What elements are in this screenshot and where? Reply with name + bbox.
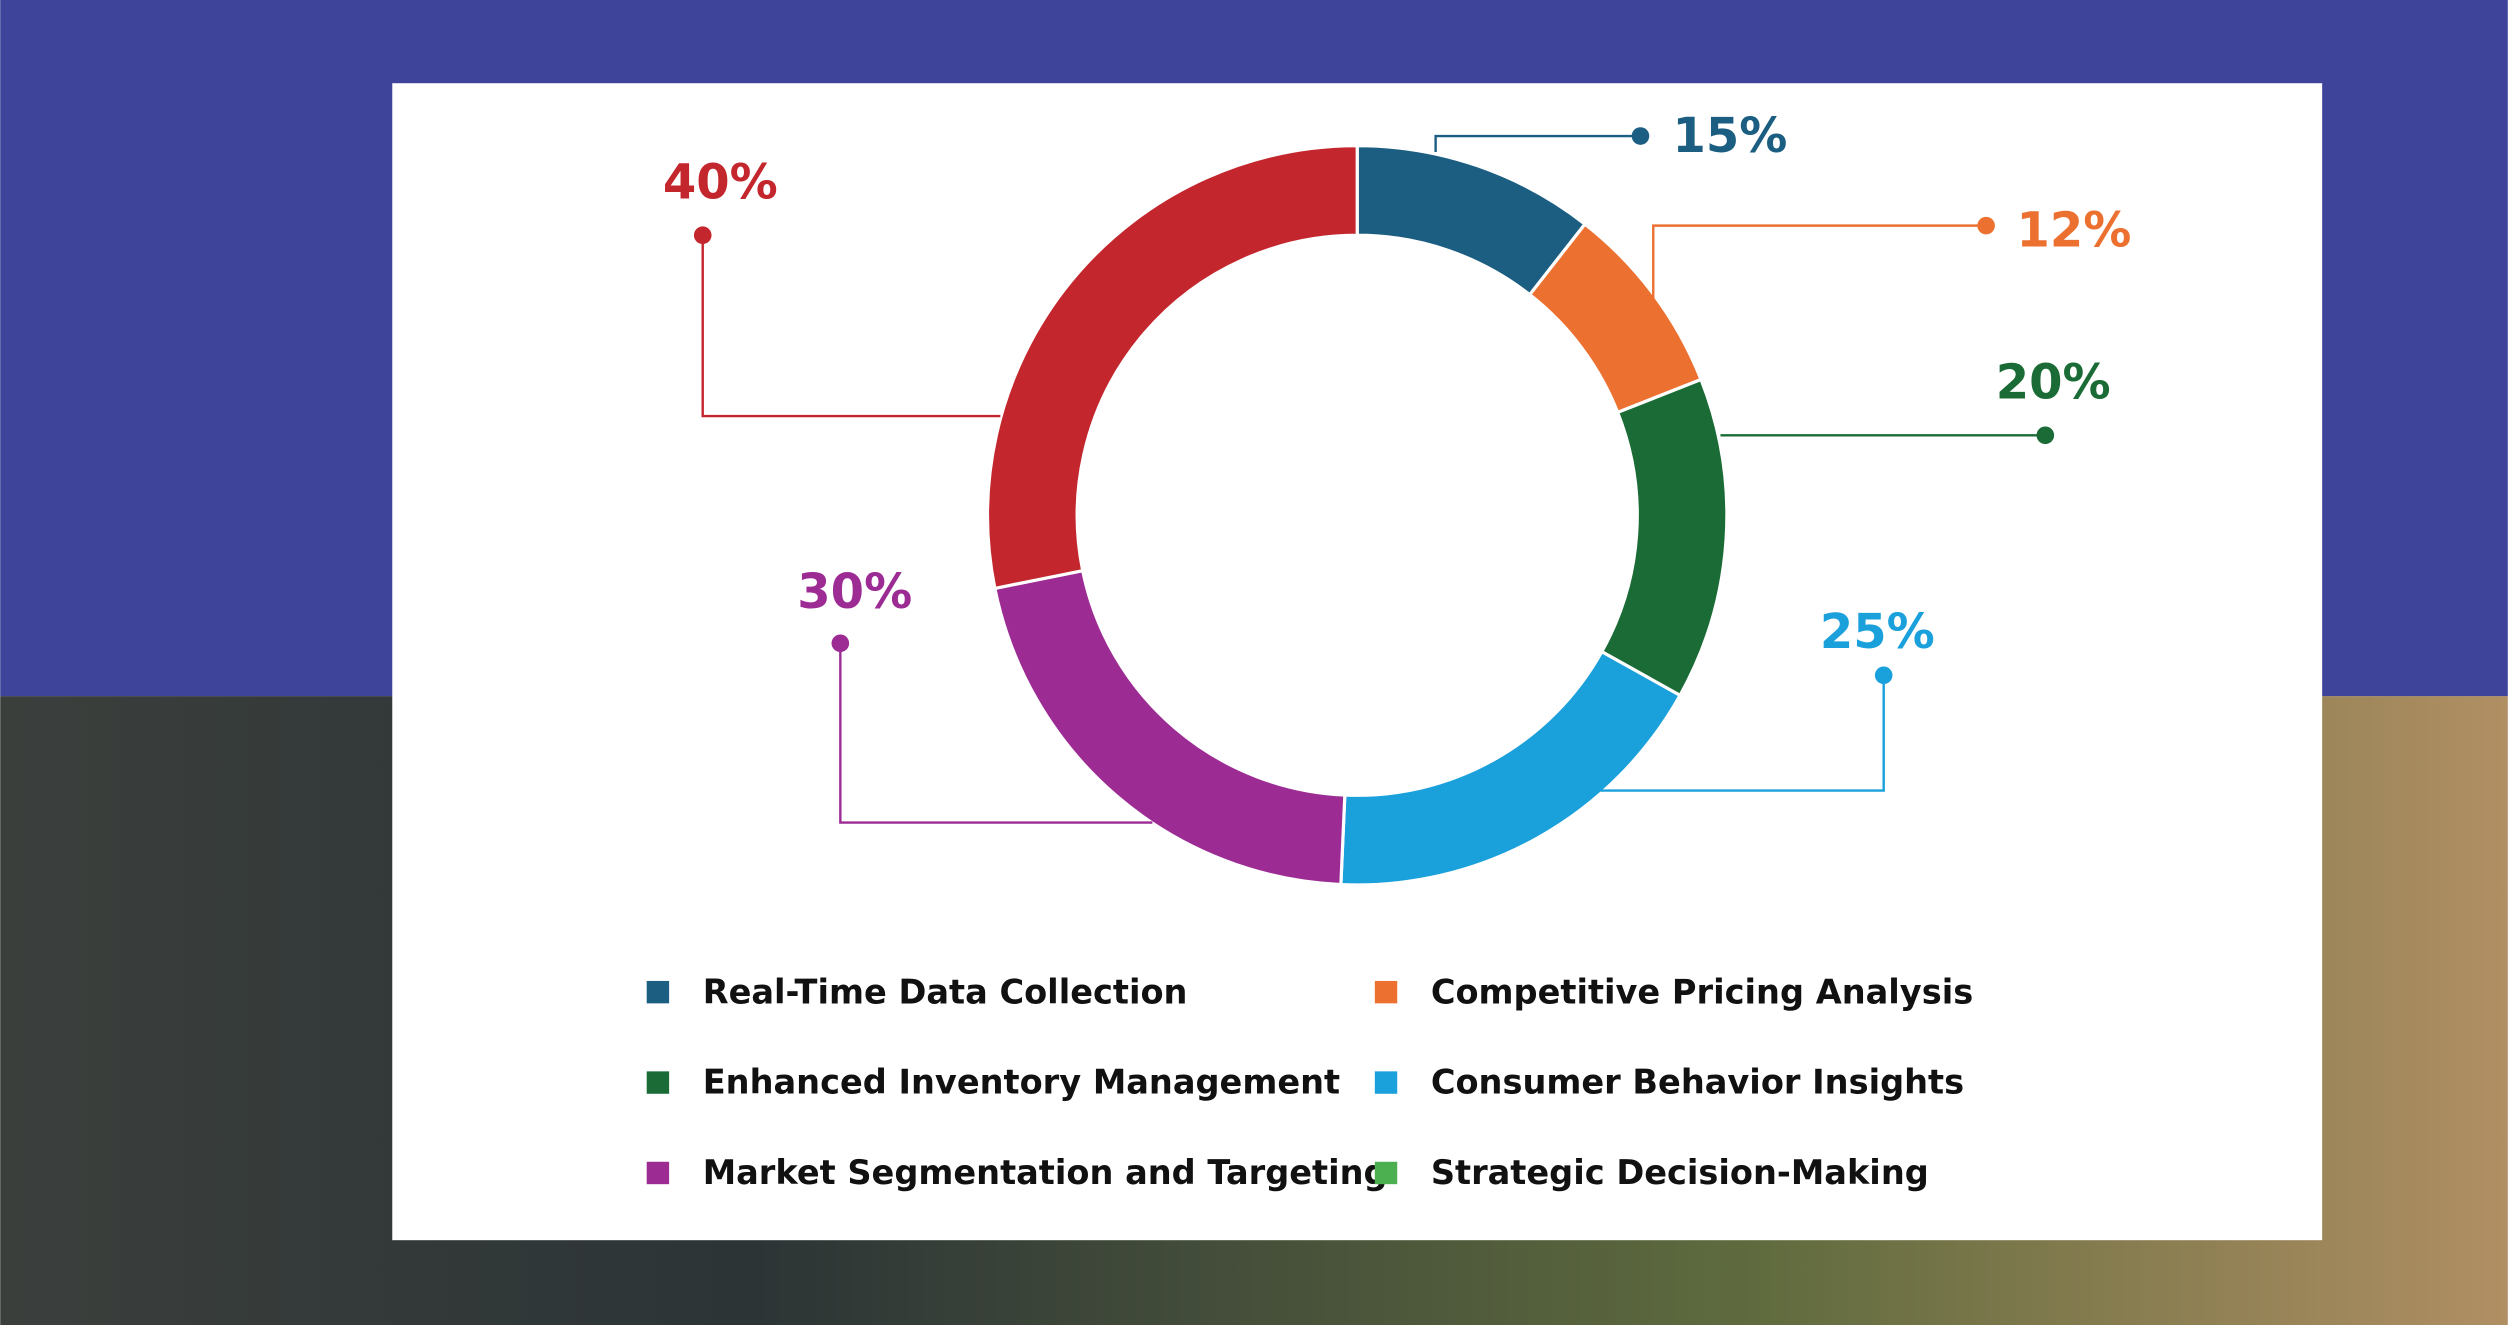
legend-swatch [1374, 1161, 1398, 1185]
chart: 15% 12% 20% 25% 30% 40% Real-Time Data Collect… [646, 108, 2132, 1192]
donut-segment [986, 144, 1359, 591]
card [392, 83, 2323, 1241]
legend-swatch [646, 1161, 670, 1185]
legend-label: Consumer Behavior Insights [1431, 1063, 1964, 1102]
legend-swatch [1374, 1071, 1398, 1094]
leader-line [1434, 134, 1641, 153]
leader-dot [1977, 216, 1995, 235]
leader-line [701, 235, 1001, 418]
value-label: 25% [1820, 604, 1935, 660]
value-label: 40% [663, 154, 778, 210]
value-label: 15% [1672, 108, 1787, 164]
legend-label: Real-Time Data Collection [703, 972, 1188, 1011]
leader-dot [1631, 127, 1650, 145]
legend-label: Strategic Decision-Making [1431, 1153, 1929, 1192]
legend-label: Competitive Pricing Analysis [1431, 972, 1973, 1011]
leader-line [1600, 675, 1885, 792]
leader-line [839, 643, 1153, 824]
legend-label: Enhanced Inventory Management [703, 1063, 1340, 1102]
legend-label: Market Segmentation and Targeting [703, 1153, 1388, 1192]
legend-swatch [646, 1071, 670, 1094]
value-label: 30% [797, 564, 912, 620]
leader-line [1652, 224, 1987, 321]
legend-swatch [646, 980, 670, 1004]
value-label: 12% [2017, 202, 2132, 258]
value-label: 20% [1996, 354, 2111, 410]
leader-dot [831, 634, 850, 653]
leader-dot [1874, 666, 1893, 685]
leader-dot [2036, 426, 2055, 445]
legend-swatch [1374, 980, 1398, 1004]
leader-dot [693, 226, 712, 245]
